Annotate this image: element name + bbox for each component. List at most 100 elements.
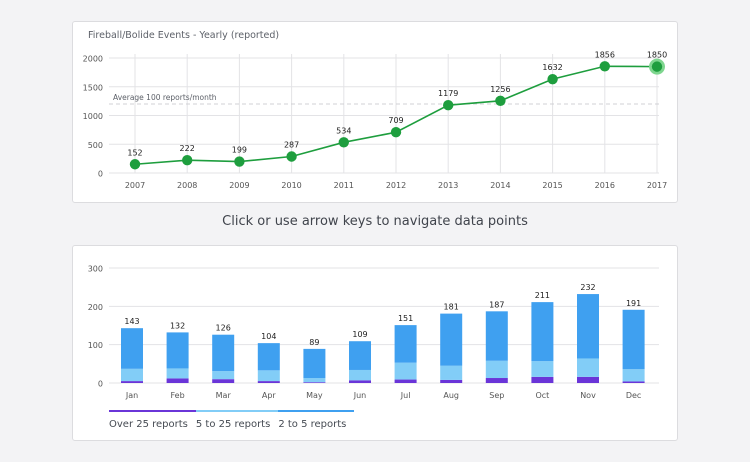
data-point[interactable] [495, 95, 506, 106]
y-tick-label: 0 [98, 380, 103, 389]
bar-segment[interactable] [440, 365, 463, 380]
x-tick-label: Jan [125, 391, 138, 400]
bar-segment[interactable] [212, 334, 235, 372]
bar-segment[interactable] [440, 313, 463, 366]
bar-segment[interactable] [577, 376, 599, 383]
bar-segment[interactable] [531, 376, 554, 383]
data-point[interactable] [547, 73, 558, 85]
y-tick-label: 200 [88, 303, 103, 312]
data-point[interactable] [390, 127, 402, 138]
bar-segment[interactable] [622, 381, 645, 383]
bar-segment[interactable] [577, 294, 599, 359]
x-tick-label: 2016 [595, 181, 615, 190]
bar-segment[interactable] [577, 358, 599, 377]
legend-item-over-25[interactable]: Over 25 reports [109, 410, 196, 434]
bar-total-label: 104 [261, 332, 276, 341]
data-point[interactable] [182, 155, 193, 166]
y-tick-label: 100 [88, 341, 103, 350]
x-tick-label: 2008 [177, 181, 197, 190]
x-tick-label: Aug [443, 391, 459, 400]
bar-segment[interactable] [166, 332, 189, 369]
bar-segment[interactable] [349, 341, 371, 370]
bar-segment[interactable] [485, 378, 508, 383]
bar-total-label: 232 [580, 283, 595, 292]
bar-total-label: 132 [170, 321, 185, 330]
bar-segment[interactable] [257, 381, 280, 383]
x-tick-label: 2015 [542, 181, 562, 190]
bar-segment[interactable] [212, 379, 235, 383]
bar-segment[interactable] [349, 369, 371, 381]
data-label: 152 [127, 148, 142, 157]
y-tick-label: 1500 [83, 83, 103, 92]
data-label: 1856 [595, 50, 615, 59]
data-label: 709 [388, 116, 403, 125]
bar-segment[interactable] [121, 381, 143, 383]
data-point[interactable] [234, 156, 245, 167]
bar-total-label: 109 [352, 330, 367, 339]
bar-total-label: 191 [626, 299, 641, 308]
bar-segment[interactable] [121, 368, 143, 382]
bar-segment[interactable] [257, 343, 280, 371]
bar-segment[interactable] [485, 311, 508, 361]
data-point[interactable] [651, 61, 663, 72]
x-tick-label: May [306, 391, 323, 400]
yearly-events-card: Fireball/Bolide Events - Yearly (reporte… [72, 21, 678, 203]
x-tick-label: Jun [353, 391, 367, 400]
x-tick-label: Sep [489, 391, 504, 400]
bar-segment[interactable] [531, 302, 554, 362]
data-point[interactable] [286, 151, 297, 162]
bar-segment[interactable] [394, 379, 417, 383]
bar-segment[interactable] [349, 380, 371, 383]
y-tick-label: 2000 [83, 55, 103, 64]
bar-segment[interactable] [121, 328, 143, 369]
data-label: 1256 [490, 85, 510, 94]
legend: Over 25 reports 5 to 25 reports 2 to 5 r… [109, 410, 355, 434]
data-label: 287 [284, 140, 299, 149]
data-point[interactable] [129, 159, 141, 170]
bar-segment[interactable] [622, 309, 645, 370]
x-tick-label: 2011 [334, 181, 354, 190]
bar-total-label: 187 [489, 300, 504, 309]
bar-segment[interactable] [212, 371, 235, 380]
yearly-line-chart[interactable]: Fireball/Bolide Events - Yearly (reporte… [73, 22, 677, 202]
bar-segment[interactable] [303, 348, 326, 379]
x-tick-label: Feb [171, 391, 185, 400]
legend-item-2-to-5[interactable]: 2 to 5 reports [278, 410, 355, 434]
y-tick-label: 0 [98, 170, 103, 179]
x-tick-label: 2017 [647, 181, 667, 190]
navigation-hint: Click or use arrow keys to navigate data… [222, 214, 528, 229]
bar-segment[interactable] [622, 369, 645, 382]
x-tick-label: 2014 [490, 181, 510, 190]
x-tick-label: Dec [626, 391, 641, 400]
data-point[interactable] [338, 137, 349, 148]
bar-segment[interactable] [394, 325, 417, 363]
legend-item-5-to-25[interactable]: 5 to 25 reports [195, 410, 279, 434]
bar-segment[interactable] [485, 360, 508, 379]
x-tick-label: Mar [216, 391, 232, 400]
monthly-bar-chart[interactable]: 0 100 200 300 143 Jan 132 Feb 126 Mar 104 Apr 89 May 1… [73, 246, 677, 406]
y-tick-label: 500 [88, 141, 103, 150]
y-tick-label: 300 [88, 265, 103, 274]
bar-segment[interactable] [166, 378, 189, 383]
bar-segment[interactable] [166, 368, 189, 379]
x-tick-label: 2013 [438, 181, 458, 190]
bar-segment[interactable] [440, 379, 463, 383]
data-point[interactable] [599, 61, 610, 72]
x-tick-label: 2012 [386, 181, 406, 190]
data-label: 1179 [438, 89, 458, 98]
monthly-events-card: 0 100 200 300 143 Jan 132 Feb 126 Mar 104 Apr 89 May 1… [72, 245, 678, 441]
bar-segment[interactable] [531, 361, 554, 377]
reference-label: Average 100 reports/month [113, 93, 217, 102]
x-tick-label: Nov [580, 391, 596, 400]
y-tick-label: 1000 [83, 112, 103, 121]
bar-segment[interactable] [303, 378, 326, 383]
bar-segment[interactable] [394, 362, 417, 380]
data-label: 1632 [542, 63, 562, 72]
bar-segment[interactable] [303, 382, 326, 383]
bar-segment[interactable] [257, 370, 280, 382]
data-label: 1850 [647, 51, 667, 60]
x-tick-label: 2010 [281, 181, 301, 190]
x-tick-label: Jul [400, 391, 411, 400]
bar-total-label: 151 [398, 314, 413, 323]
data-point[interactable] [443, 100, 454, 111]
